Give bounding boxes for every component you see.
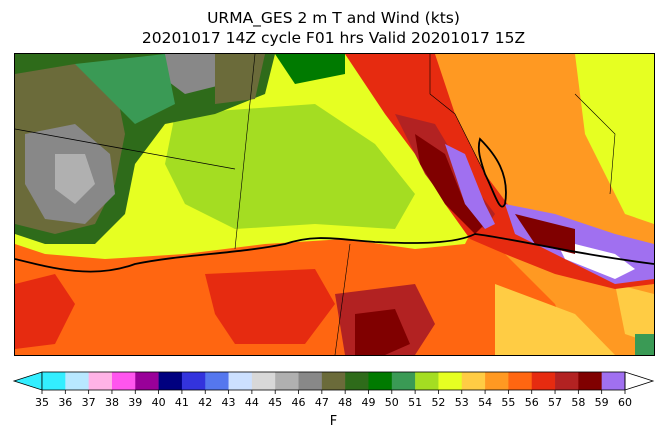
colorbar-label: F	[329, 414, 338, 429]
county-line-south	[334, 243, 351, 355]
colorbar-swatch	[555, 372, 579, 390]
colorbar-tick-label: 48	[338, 396, 352, 409]
northwest-teal-patch	[75, 54, 175, 124]
colorbar-tick-label: 45	[268, 396, 282, 409]
colorbar-tick-label: 60	[618, 396, 632, 409]
colorbar-swatch	[321, 372, 346, 390]
colorbar-tick-label: 58	[571, 396, 585, 409]
south-maroon-patch	[355, 309, 410, 355]
river-boundary-line	[477, 137, 507, 208]
colorbar-swatches	[12, 371, 655, 391]
colorbar-tick-label: 42	[198, 396, 212, 409]
colorbar-swatch	[181, 372, 206, 390]
colorbar-min-arrow	[12, 371, 43, 391]
colorbar-swatch	[345, 372, 369, 390]
southeast-yellow-field	[615, 284, 654, 344]
colorbar-swatch	[415, 372, 439, 390]
colorbar-tick-label: 41	[175, 396, 189, 409]
colorbar-tick-label: 35	[35, 396, 49, 409]
state-border-line	[15, 233, 654, 273]
colorbar-swatch	[578, 372, 602, 390]
colorbar-tick-label: 54	[478, 396, 492, 409]
colorbar-tick-label: 46	[292, 396, 306, 409]
colorbar-tick-label: 38	[105, 396, 119, 409]
county-line-far-east	[574, 93, 616, 195]
colorbar-tick-label: 49	[361, 396, 375, 409]
north-gray-patch	[165, 54, 225, 94]
south-east-pale-field	[495, 284, 615, 355]
colorbar-swatch	[88, 372, 113, 390]
colorbar-tick-label: 53	[455, 396, 469, 409]
county-line-north	[15, 128, 236, 170]
colorbar-tick-label: 44	[245, 396, 259, 409]
colorbar-swatch	[65, 372, 89, 390]
colorbar-swatch	[42, 372, 66, 390]
river-maroon-strip	[415, 134, 485, 234]
east-valley-maroon	[515, 214, 575, 254]
colorbar-tick-label: 50	[385, 396, 399, 409]
temperature-map	[14, 53, 655, 356]
colorbar-swatch	[135, 372, 159, 390]
colorbar-swatch	[111, 372, 136, 390]
colorbar-outline	[41, 371, 626, 391]
colorbar-swatch	[391, 372, 416, 390]
colorbar-swatch	[205, 372, 229, 390]
south-red-patch	[205, 269, 335, 344]
colorbar-tick-label: 55	[501, 396, 515, 409]
colorbar-tick-label: 36	[58, 396, 72, 409]
temperature-map-canvas	[15, 54, 654, 355]
county-line-west	[234, 54, 256, 250]
colorbar-tick-label: 59	[595, 396, 609, 409]
colorbar-swatch	[485, 372, 509, 390]
river-purple-strip	[445, 144, 495, 229]
colorbar-tick-label: 40	[152, 396, 166, 409]
colorbar-swatch	[275, 372, 299, 390]
north-olive-patch	[215, 54, 265, 104]
county-line-east	[429, 54, 486, 175]
colorbar-tick-label: 57	[548, 396, 562, 409]
corner-teal-patch	[635, 334, 654, 355]
colorbar-max-arrow	[624, 371, 655, 391]
colorbar: 35 36 37 38 39 40 41 42 43 44 45 46 47 48 49 50 51 52 53 54…	[12, 371, 655, 409]
highland-lightgray-field	[55, 154, 95, 204]
map-subtitle: 20201017 14Z cycle F01 hrs Valid 2020101…	[141, 29, 526, 47]
map-title: URMA_GES 2 m T and Wind (kts)	[207, 9, 460, 27]
colorbar-tick-label: 39	[128, 396, 142, 409]
colorbar-swatch	[531, 372, 556, 390]
valley-lightgreen-field	[165, 104, 415, 229]
colorbar-tick-label: 43	[222, 396, 236, 409]
colorbar-swatch	[461, 372, 486, 390]
colorbar-swatch	[158, 372, 183, 390]
colorbar-swatch	[508, 372, 533, 390]
colorbar-tick-label: 37	[82, 396, 96, 409]
colorbar-swatch	[438, 372, 463, 390]
northeast-red-corridor	[345, 54, 654, 289]
colorbar-swatch	[251, 372, 276, 390]
colorbar-swatch	[368, 372, 393, 390]
colorbar-tick-label: 56	[525, 396, 539, 409]
colorbar-swatch	[298, 372, 323, 390]
colorbar-tick-label: 52	[431, 396, 445, 409]
colorbar-tick-label: 47	[315, 396, 329, 409]
colorbar-tick-label: 51	[408, 396, 422, 409]
colorbar-ticks: 35 36 37 38 39 40 41 42 43 44 45 46 47 48 49 50 51 52 53 54…	[35, 390, 632, 409]
colorbar-swatch	[228, 372, 253, 390]
southwest-red-patch	[15, 274, 75, 349]
north-green-patch	[275, 54, 345, 84]
colorbar-swatch	[601, 372, 626, 390]
